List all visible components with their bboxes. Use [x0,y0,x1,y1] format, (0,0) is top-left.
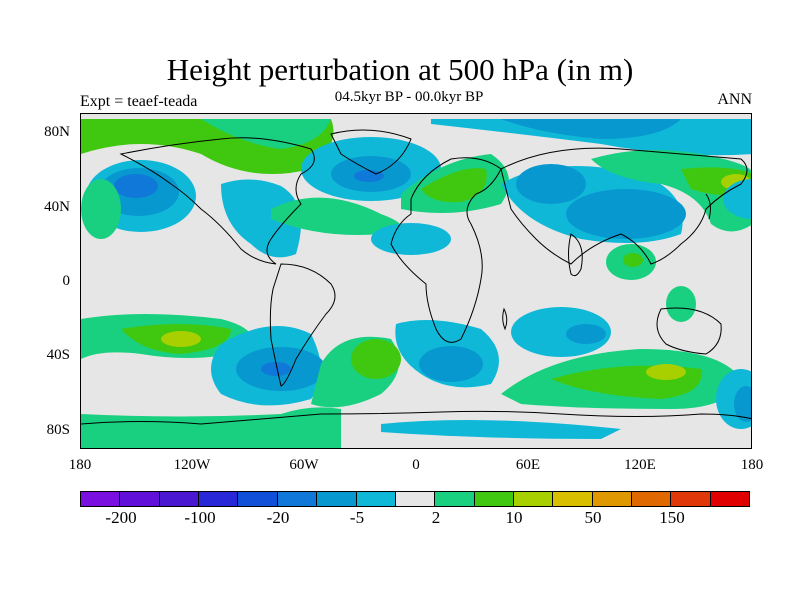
x-tick-60e: 60E [515,457,541,473]
map-title: Height perturbation at 500 hPa (in m) [166,52,634,87]
experiment-label: Expt = teaef-teada [80,93,198,110]
colorbar-label: 150 [659,508,685,527]
map-panel [80,113,752,449]
colorbar-swatch [592,492,633,506]
x-tick-60w: 60W [289,457,319,473]
colorbar-label: -100 [184,508,216,527]
colorbar-swatch [159,492,200,506]
colorbar-swatch [356,492,396,506]
colorbar-label: 10 [505,508,523,527]
coastlines [81,129,751,425]
contour-fills [81,119,751,448]
contour-field [81,119,751,448]
x-tick-180e: 180 [740,457,764,473]
colorbar-swatch [317,492,357,506]
x-tick-120w: 120W [173,457,211,473]
colorbar-swatch [81,492,121,506]
colorbar-swatch [120,492,160,506]
colorbar-swatch [710,492,750,506]
colorbar [80,491,750,507]
y-tick-80n: 80N [44,124,70,140]
x-tick-120e: 120E [624,457,656,473]
colorbar-label: -200 [105,508,137,527]
colorbar-label: -5 [349,508,365,527]
colorbar-swatch [435,492,475,506]
y-tick-40s: 40S [46,347,70,363]
map-subtitle: 04.5kyr BP - 00.0kyr BP [334,89,484,105]
colorbar-label: 50 [584,508,602,527]
colorbar-swatch [395,492,436,506]
colorbar-swatch [238,492,278,506]
colorbar-label: 2 [431,508,441,527]
y-tick-40n: 40N [44,199,70,215]
colorbar-swatch [199,492,239,506]
colorbar-swatch [513,492,554,506]
y-tick-80s: 80S [46,422,70,438]
colorbar-swatch [632,492,672,506]
y-tick-0: 0 [62,273,71,289]
season-label: ANN [717,91,752,108]
x-tick-180w: 180 [68,457,92,473]
colorbar-swatch [671,492,711,506]
colorbar-swatch [474,492,514,506]
colorbar-swatch [553,492,593,506]
colorbar-label: -20 [266,508,290,527]
x-tick-0: 0 [412,457,420,473]
colorbar-swatch [277,492,318,506]
